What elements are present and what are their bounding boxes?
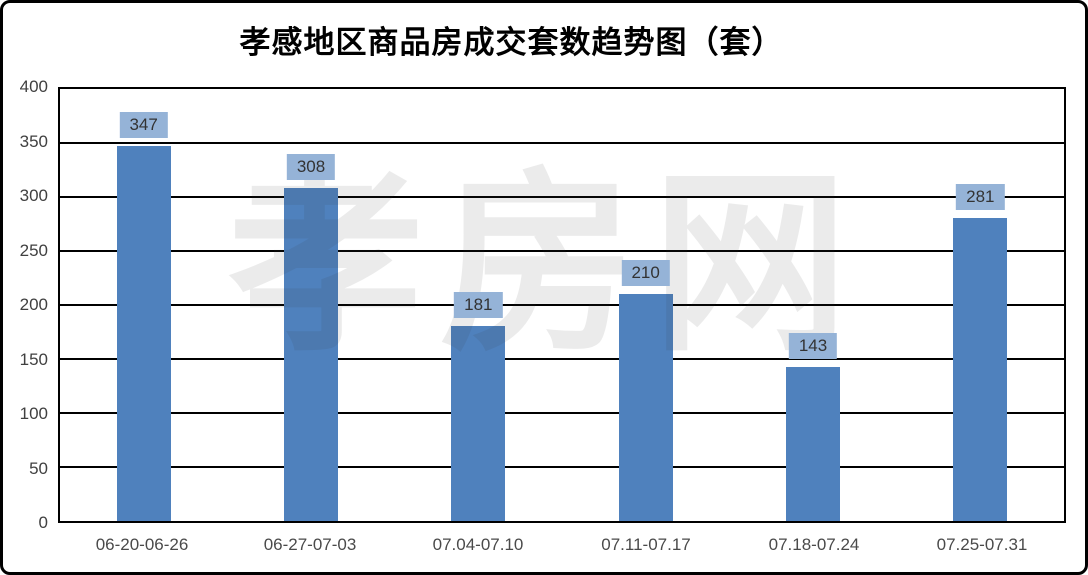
y-tick-label: 50 bbox=[29, 458, 48, 478]
value-label-07.04-07.10: 181 bbox=[454, 291, 503, 318]
y-tick-label: 200 bbox=[19, 295, 48, 314]
y-tick-label: 250 bbox=[19, 240, 48, 260]
plot-area: 孝房网 347 308 181 210 143 281 bbox=[58, 87, 1066, 523]
y-tick-label: 350 bbox=[19, 131, 48, 151]
x-tick-label: 06-20-06-26 bbox=[95, 535, 189, 554]
gridline-100 bbox=[60, 412, 1064, 414]
y-axis: 0 50 100 150 200 250 300 350 400 bbox=[3, 77, 48, 532]
gridline-50 bbox=[60, 466, 1064, 468]
x-tick-label: 06-27-07-03 bbox=[263, 535, 357, 554]
y-tick-label: 400 bbox=[19, 77, 48, 96]
bar-07.25-07.31 bbox=[953, 217, 1008, 521]
y-tick-label: 100 bbox=[19, 404, 48, 423]
bar-06-27-07-03 bbox=[284, 188, 338, 521]
value-label-07.25-07.31: 281 bbox=[956, 183, 1005, 210]
y-tick-label: 150 bbox=[19, 349, 48, 369]
bar-07.11-07.17 bbox=[618, 294, 673, 521]
gridline-350 bbox=[60, 142, 1064, 144]
x-tick-label: 07.25-07.31 bbox=[936, 535, 1028, 554]
x-tick-label: 07.04-07.10 bbox=[432, 535, 524, 554]
value-label-06-27-07-03: 308 bbox=[286, 154, 336, 181]
value-label-07.11-07.17: 210 bbox=[621, 260, 670, 287]
value-label-06-20-06-26: 347 bbox=[119, 112, 168, 139]
gridline-200 bbox=[60, 304, 1064, 306]
bar-07.04-07.10 bbox=[451, 325, 506, 521]
x-axis: 06-20-06-26 06-27-07-03 07.04-07.10 07.11-0… bbox=[58, 535, 1066, 565]
y-tick-label: 0 bbox=[38, 513, 48, 532]
chart-title: 孝感地区商品房成交套数趋势图（套） bbox=[239, 25, 784, 60]
bar-07.18-07.24 bbox=[786, 366, 840, 521]
x-tick-label: 07.18-07.24 bbox=[768, 535, 860, 554]
x-tick-label: 07.11-07.17 bbox=[601, 535, 691, 554]
gridline-250 bbox=[60, 250, 1064, 252]
gridline-300 bbox=[60, 196, 1064, 198]
y-tick-label: 300 bbox=[19, 186, 48, 205]
gridline-150 bbox=[60, 358, 1064, 360]
bar-06-20-06-26 bbox=[116, 146, 171, 521]
value-label-07.18-07.24: 143 bbox=[788, 332, 838, 359]
